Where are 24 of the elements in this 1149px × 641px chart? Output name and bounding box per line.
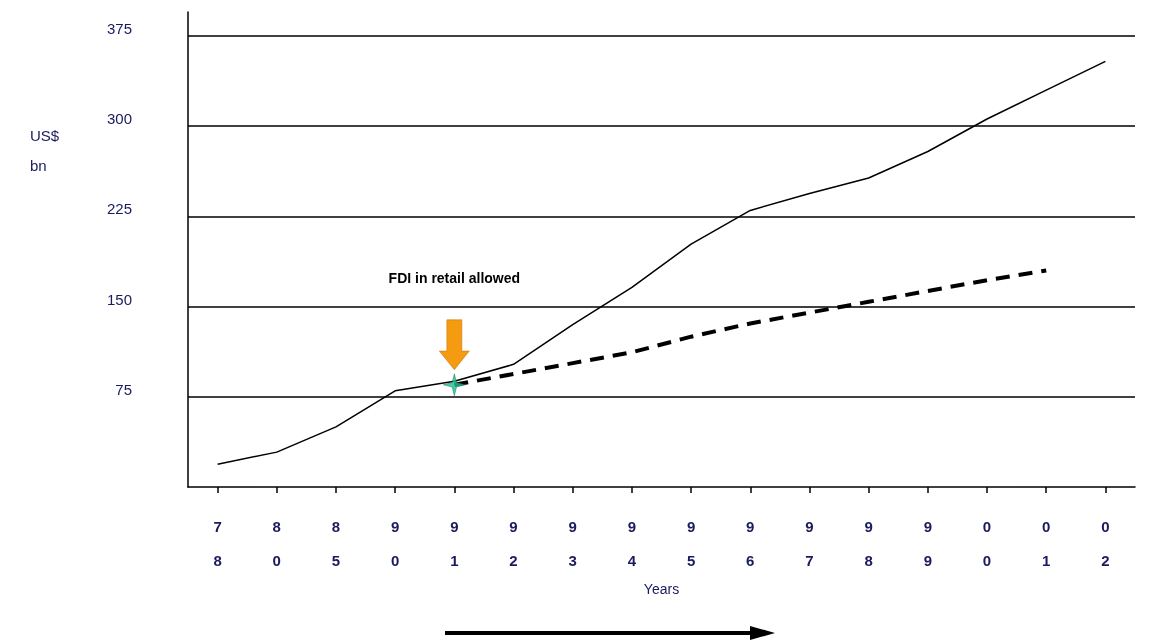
annotation: FDI in retail allowed [388,270,521,287]
y-tick-label: 225 [106,200,132,218]
x-tick-label: 92 [509,517,518,569]
x-tick-label: 94 [627,517,637,569]
x-tick-label: 01 [1042,517,1051,569]
x-tick-label: 98 [864,517,873,569]
x-tick-label: 02 [1101,517,1110,569]
x-tick-label: 80 [272,517,281,569]
x-tick-label: 93 [568,517,577,569]
x-tick-label: 99 [923,517,933,569]
x-axis-title: Years [643,580,680,597]
y-axis-title: US$ bn [30,126,60,174]
x-tick-label: 00 [982,517,992,569]
x-tick-label: 90 [390,517,400,569]
y-tick-label: 375 [106,20,132,38]
x-tick-label: 95 [686,517,696,569]
x-tick-label: 96 [746,517,755,569]
y-tick-label: 150 [106,290,132,308]
x-tick-label: 85 [331,517,341,569]
x-tick-label: 91 [450,517,459,569]
y-tick-label: 75 [115,380,132,398]
x-tick-label: 97 [805,517,814,569]
x-tick-label: 78 [213,517,222,569]
y-tick-label: 300 [106,110,132,128]
